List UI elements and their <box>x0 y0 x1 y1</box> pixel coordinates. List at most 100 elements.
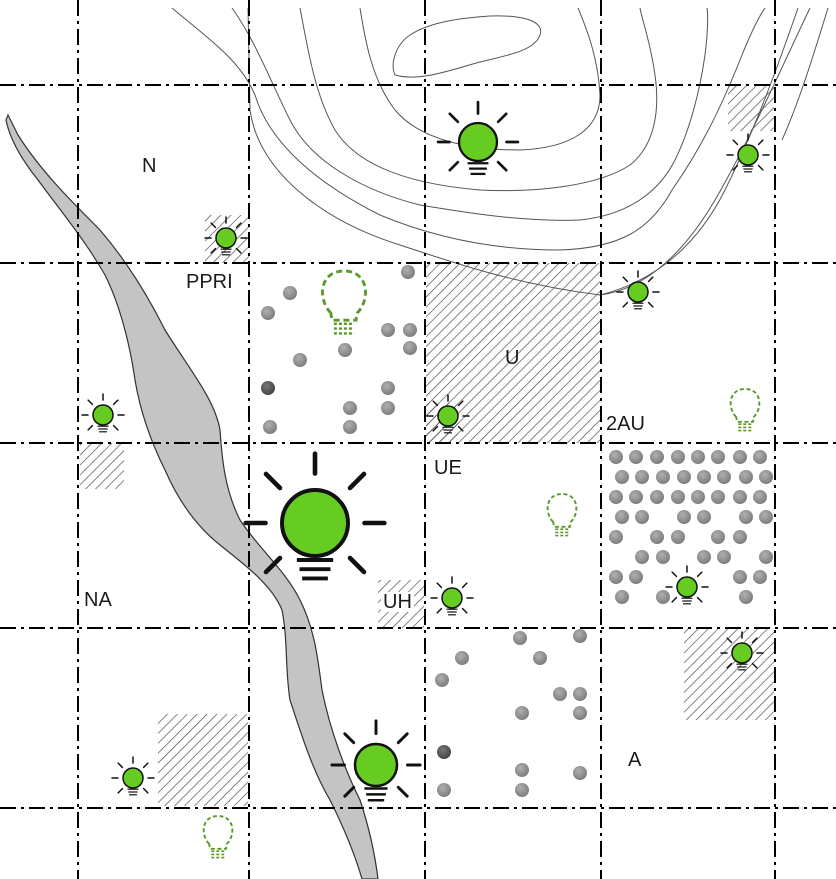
dot <box>381 323 395 337</box>
dot <box>691 490 705 504</box>
dot <box>437 783 451 797</box>
lit-bulb-icon <box>431 577 473 615</box>
dot <box>343 420 357 434</box>
lit-bulb-icon <box>112 757 154 795</box>
zone-label-a: A <box>628 750 641 770</box>
contour-lines <box>172 8 828 295</box>
dot <box>733 450 747 464</box>
dot <box>635 470 649 484</box>
dot <box>573 766 587 780</box>
dot <box>753 490 767 504</box>
dot <box>671 490 685 504</box>
dot <box>711 450 725 464</box>
dot <box>739 470 753 484</box>
dot <box>733 570 747 584</box>
dot <box>733 530 747 544</box>
dot <box>671 450 685 464</box>
zone-label-na: NA <box>84 590 112 610</box>
potential-bulb-icon <box>731 389 760 431</box>
dot <box>343 401 357 415</box>
dot <box>553 687 567 701</box>
dot <box>609 530 623 544</box>
dot <box>455 651 469 665</box>
dot <box>261 381 275 395</box>
dot <box>656 590 670 604</box>
dot <box>515 783 529 797</box>
dot <box>697 510 711 524</box>
dot <box>293 353 307 367</box>
dot <box>435 673 449 687</box>
dot <box>573 706 587 720</box>
dot <box>759 550 773 564</box>
dot <box>650 530 664 544</box>
dot <box>650 450 664 464</box>
hatched-area-bottom-left <box>158 714 248 806</box>
zone-label-n: N <box>142 156 156 176</box>
dot <box>283 286 297 300</box>
zone-label-ue: UE <box>434 458 462 478</box>
dot <box>403 341 417 355</box>
dot <box>733 490 747 504</box>
dot <box>697 550 711 564</box>
dot <box>717 550 731 564</box>
dot <box>381 401 395 415</box>
dot <box>739 590 753 604</box>
dot <box>401 265 415 279</box>
dot <box>759 510 773 524</box>
dot <box>615 510 629 524</box>
dot <box>609 570 623 584</box>
dot <box>711 530 725 544</box>
potential-bulb-icon <box>548 494 577 536</box>
zone-label-2au: 2AU <box>606 414 645 434</box>
dot <box>381 381 395 395</box>
dot <box>697 470 711 484</box>
dot <box>629 570 643 584</box>
dot <box>338 343 352 357</box>
dot <box>656 550 670 564</box>
dot <box>717 470 731 484</box>
dot <box>513 631 527 645</box>
dot <box>691 450 705 464</box>
dot <box>629 490 643 504</box>
dot <box>635 550 649 564</box>
dot <box>629 450 643 464</box>
lit-bulb-icon <box>617 271 659 309</box>
dot <box>753 450 767 464</box>
dot <box>403 323 417 337</box>
dot <box>739 510 753 524</box>
dot <box>635 510 649 524</box>
zone-label-u: U <box>505 348 519 368</box>
dot <box>533 651 547 665</box>
potential-bulb-icon <box>322 271 365 333</box>
zone-label-uh: UH <box>381 592 414 612</box>
dot <box>656 470 670 484</box>
dot <box>650 490 664 504</box>
dot <box>615 470 629 484</box>
contour-line <box>232 8 708 220</box>
dot <box>753 570 767 584</box>
contour-line <box>782 8 828 140</box>
dot <box>615 590 629 604</box>
dot <box>711 490 725 504</box>
lit-bulb-icon <box>438 102 518 174</box>
lit-bulb-icon <box>666 566 708 604</box>
dot <box>609 490 623 504</box>
dot <box>573 687 587 701</box>
potential-bulb-icon <box>204 816 233 858</box>
contour-line <box>600 8 798 295</box>
lit-bulb-icon <box>82 394 124 432</box>
dot <box>515 763 529 777</box>
dot <box>261 306 275 320</box>
dot <box>677 510 691 524</box>
dot <box>759 470 773 484</box>
dot <box>515 706 529 720</box>
dot <box>263 420 277 434</box>
hatched-area-left <box>80 443 124 489</box>
contour-line <box>248 8 810 295</box>
hatched-area-right <box>684 628 774 720</box>
dot <box>677 470 691 484</box>
dot <box>437 745 451 759</box>
contour-line <box>393 16 541 77</box>
